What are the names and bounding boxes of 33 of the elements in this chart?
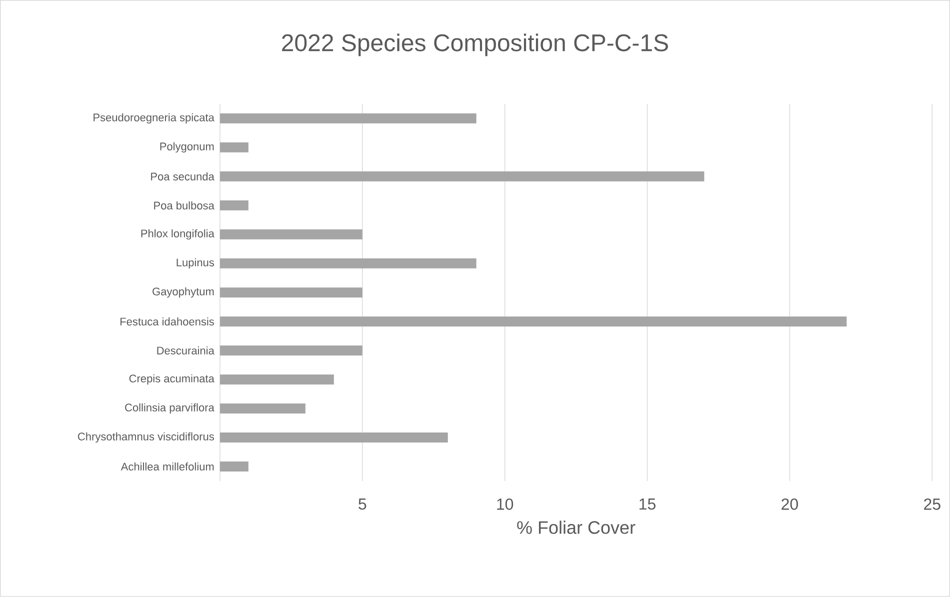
bar — [220, 200, 248, 210]
y-tick-label: Lupinus — [176, 258, 214, 269]
x-tick-label: 10 — [497, 498, 514, 510]
bar — [220, 258, 476, 268]
bar — [220, 462, 248, 472]
bar — [220, 229, 362, 240]
y-tick-label: Collinsia parviflora — [125, 403, 214, 414]
x-axis-title: % Foliar Cover — [517, 520, 636, 534]
y-tick-label: Pseudoroegneria spicata — [94, 113, 214, 124]
x-tick-label: 15 — [640, 498, 656, 510]
y-tick-label: Gayophytum — [152, 287, 214, 298]
y-tick-label: Phlox longifolia — [141, 229, 214, 240]
bar — [220, 316, 847, 326]
bar — [220, 432, 448, 443]
y-tick-label: Chrysothamnus viscidiflorus — [78, 432, 214, 443]
chart-title: 2022 Species Composition CP-C-1S — [282, 34, 668, 56]
y-tick-label: Crepis acuminata — [129, 374, 214, 385]
y-tick-label: Festuca idahoensis — [120, 317, 214, 326]
bar — [220, 374, 334, 385]
y-tick-label: Achillea millefolium — [120, 462, 214, 471]
bar — [220, 142, 248, 152]
x-tick-label: 20 — [782, 498, 798, 510]
y-tick-label: Descurainia — [157, 346, 214, 355]
y-tick-label: Poa bulbosa — [154, 201, 214, 210]
bar — [220, 171, 704, 182]
bar — [220, 404, 306, 414]
y-tick-label: Poa secunda — [151, 172, 214, 180]
x-tick-label: 25 — [924, 498, 940, 510]
bar — [220, 346, 362, 356]
bar — [220, 287, 362, 298]
bar — [220, 113, 476, 124]
y-tick-label: Polygonum — [160, 142, 214, 153]
x-tick-label: 5 — [358, 498, 366, 510]
